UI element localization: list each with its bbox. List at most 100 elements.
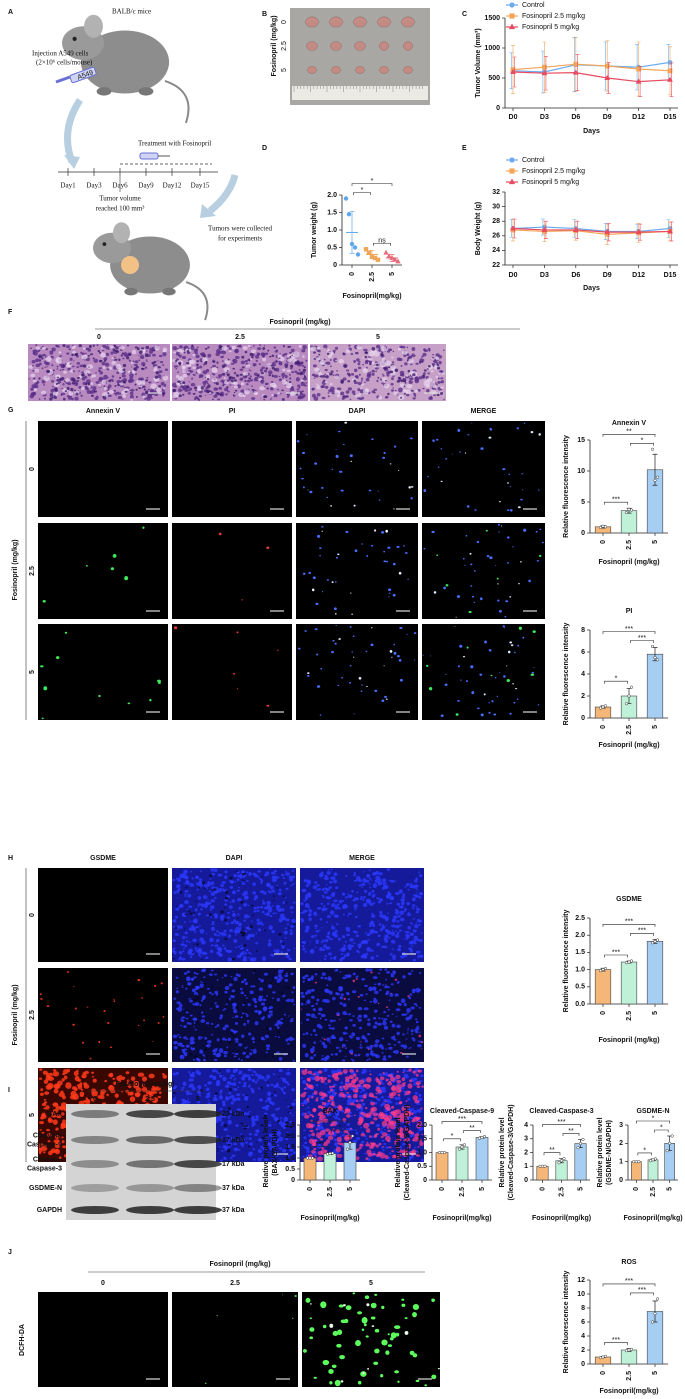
cell bbox=[266, 546, 270, 550]
cell bbox=[114, 356, 116, 359]
cell bbox=[222, 1076, 227, 1082]
cell bbox=[417, 1146, 420, 1148]
cell bbox=[257, 1149, 262, 1154]
cell bbox=[495, 565, 497, 566]
cell bbox=[369, 1047, 373, 1050]
cell bbox=[260, 1086, 263, 1089]
cell bbox=[313, 396, 319, 401]
cell bbox=[233, 976, 238, 982]
cell bbox=[371, 889, 375, 893]
cell bbox=[406, 384, 413, 389]
cell bbox=[382, 1145, 385, 1148]
cell bbox=[241, 1036, 244, 1039]
cell bbox=[191, 1044, 195, 1048]
cell bbox=[281, 398, 285, 401]
cell bbox=[198, 878, 203, 881]
cell bbox=[367, 1032, 371, 1036]
cell bbox=[246, 383, 249, 386]
cell bbox=[264, 1100, 268, 1103]
cell bbox=[31, 360, 36, 364]
cell bbox=[385, 529, 389, 533]
cell bbox=[391, 356, 394, 359]
cell bbox=[323, 344, 328, 349]
micrograph bbox=[172, 624, 292, 720]
cell bbox=[237, 1097, 240, 1100]
cell bbox=[221, 360, 224, 362]
cell bbox=[157, 1096, 162, 1099]
cell bbox=[111, 361, 117, 366]
cell bbox=[175, 915, 179, 919]
cell bbox=[132, 360, 135, 363]
cell bbox=[278, 360, 283, 365]
cell bbox=[198, 374, 204, 378]
cell bbox=[188, 1085, 191, 1088]
cell bbox=[226, 380, 229, 382]
cell bbox=[227, 1037, 232, 1041]
cell bbox=[48, 1150, 53, 1156]
cell bbox=[66, 971, 70, 973]
cell bbox=[327, 869, 330, 871]
cell bbox=[363, 1152, 367, 1155]
cell bbox=[223, 918, 227, 922]
tumor bbox=[121, 256, 139, 274]
cell bbox=[114, 392, 118, 396]
cell bbox=[342, 1069, 348, 1074]
cell bbox=[272, 991, 276, 994]
cell bbox=[218, 1048, 224, 1054]
cell bbox=[255, 932, 258, 935]
cell bbox=[69, 369, 74, 373]
cell bbox=[279, 353, 281, 355]
cell bbox=[92, 1078, 97, 1083]
cell bbox=[362, 368, 368, 374]
cell bbox=[178, 388, 182, 392]
cell bbox=[281, 938, 283, 941]
cell bbox=[531, 671, 534, 674]
cell bbox=[178, 951, 183, 955]
cell bbox=[235, 1093, 241, 1097]
cell bbox=[386, 902, 389, 905]
cell bbox=[356, 345, 363, 350]
cell bbox=[280, 1087, 284, 1091]
cell bbox=[196, 360, 200, 363]
cell bbox=[396, 919, 400, 923]
cell bbox=[270, 953, 273, 956]
cell bbox=[427, 372, 430, 375]
cell bbox=[192, 884, 195, 887]
cell bbox=[454, 626, 456, 627]
cell bbox=[258, 987, 264, 991]
cell bbox=[131, 379, 135, 382]
cell bbox=[496, 695, 498, 698]
cell bbox=[60, 394, 63, 396]
cell bbox=[218, 1074, 221, 1077]
cell bbox=[69, 1095, 77, 1100]
cell bbox=[383, 383, 390, 389]
cell bbox=[56, 368, 59, 370]
cell bbox=[396, 545, 400, 548]
cell bbox=[342, 395, 345, 398]
cell bbox=[253, 1000, 258, 1003]
cell bbox=[302, 486, 305, 489]
cell bbox=[334, 389, 341, 396]
cell bbox=[395, 1109, 401, 1115]
cell bbox=[398, 889, 403, 894]
cell bbox=[320, 1057, 324, 1061]
cell bbox=[334, 1052, 338, 1056]
cell bbox=[337, 907, 341, 910]
cell bbox=[248, 1137, 252, 1140]
cell bbox=[410, 486, 414, 488]
cell bbox=[253, 1133, 259, 1136]
cell bbox=[342, 1059, 346, 1062]
cell bbox=[240, 1133, 243, 1135]
cell bbox=[371, 922, 373, 925]
micrograph bbox=[422, 523, 545, 619]
cell bbox=[245, 927, 248, 929]
cell bbox=[416, 1025, 419, 1028]
cell bbox=[214, 379, 216, 381]
cell bbox=[218, 1146, 221, 1148]
cell bbox=[305, 894, 308, 897]
cell bbox=[289, 1082, 291, 1085]
cell bbox=[173, 890, 177, 894]
cell bbox=[346, 933, 351, 937]
arrowhead bbox=[200, 204, 216, 218]
cell bbox=[355, 1036, 361, 1041]
